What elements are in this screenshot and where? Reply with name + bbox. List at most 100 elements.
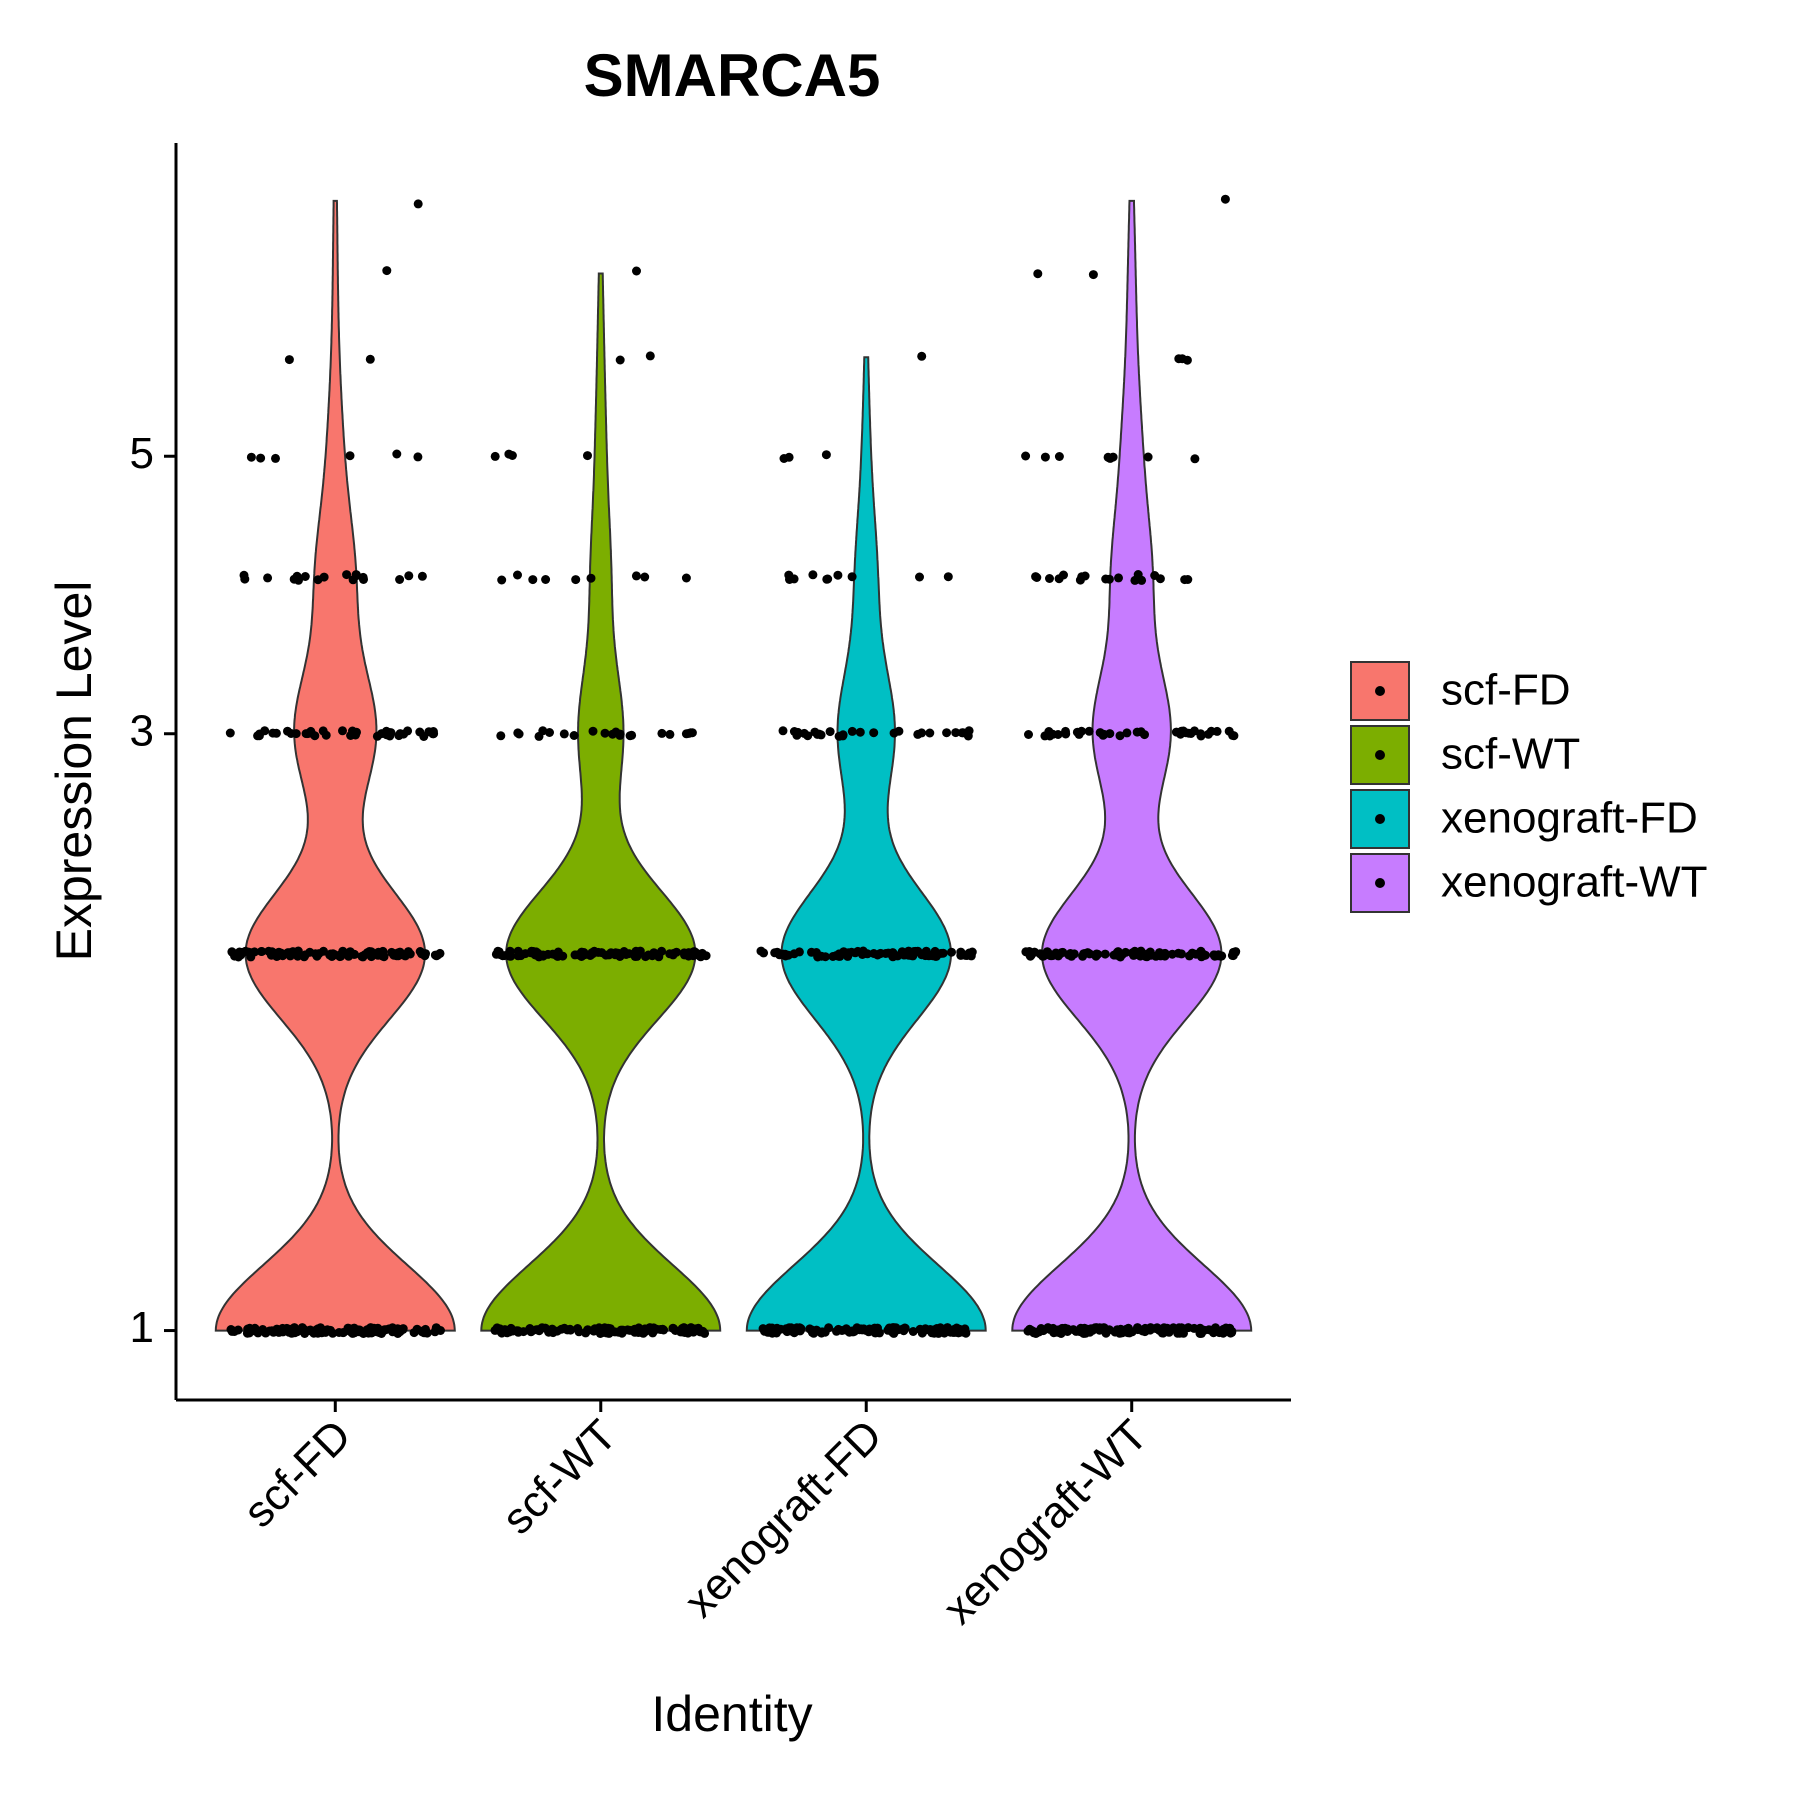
data-point (300, 950, 310, 960)
data-point (1101, 1328, 1111, 1338)
data-point (435, 948, 445, 958)
data-point (640, 572, 650, 582)
legend-key (1350, 725, 1410, 785)
data-point (833, 570, 843, 580)
data-point (625, 731, 635, 741)
data-point (513, 570, 522, 580)
data-point (260, 726, 270, 736)
data-point (823, 574, 833, 584)
data-point (541, 575, 551, 584)
data-point (906, 948, 916, 958)
data-point (569, 731, 579, 740)
data-point (1145, 1325, 1155, 1335)
data-point (855, 1325, 864, 1335)
data-point (1127, 948, 1137, 958)
legend-label: xenograft-FD (1441, 794, 1698, 843)
data-point (1176, 726, 1186, 736)
data-point (392, 449, 402, 459)
y-tick-label: 5 (130, 429, 154, 478)
data-point (417, 571, 427, 581)
legend-key-dot (1375, 686, 1385, 696)
data-point (1209, 950, 1219, 960)
data-point (404, 571, 414, 581)
data-point (837, 1326, 847, 1335)
data-point (925, 728, 935, 738)
violin (1011, 199, 1253, 1332)
data-point (372, 731, 382, 741)
data-point (1115, 731, 1125, 741)
data-point (657, 946, 667, 956)
data-point (593, 947, 603, 957)
data-point (931, 951, 941, 961)
data-point (1062, 1324, 1072, 1334)
data-point (951, 728, 961, 738)
data-point (1046, 951, 1056, 961)
data-point (947, 947, 956, 957)
data-point (1084, 726, 1094, 736)
data-point (657, 728, 667, 738)
data-point (956, 950, 966, 960)
data-point (816, 951, 826, 961)
data-point (338, 726, 347, 736)
data-point (490, 451, 500, 461)
data-point (504, 449, 514, 459)
data-point (889, 1323, 899, 1333)
legend-key-dot (1375, 750, 1385, 760)
data-point (228, 948, 238, 958)
data-point (796, 1324, 806, 1333)
data-point (853, 946, 863, 956)
data-point (538, 726, 548, 736)
data-point (1021, 947, 1031, 957)
data-point (514, 729, 524, 739)
data-point (229, 1327, 239, 1336)
data-point (807, 1328, 817, 1337)
data-point (571, 575, 581, 585)
data-point (821, 450, 831, 460)
data-point (415, 727, 425, 737)
x-tick-label: scf-FD (234, 1411, 360, 1537)
data-point (696, 1327, 705, 1337)
data-point (289, 1327, 299, 1337)
data-point (1197, 952, 1206, 962)
data-point (394, 731, 404, 741)
violin (214, 199, 456, 1332)
data-point (403, 726, 413, 736)
data-point (334, 1328, 344, 1337)
data-point (838, 731, 848, 741)
data-point (417, 1327, 427, 1337)
data-point (503, 950, 513, 960)
data-point (789, 727, 799, 736)
legend-key-dot (1375, 814, 1385, 824)
data-point (963, 731, 973, 741)
data-point (847, 1326, 857, 1336)
data-point (756, 946, 766, 956)
data-point (855, 727, 865, 737)
data-point (1133, 570, 1143, 579)
data-point (492, 1323, 502, 1333)
data-point (1199, 1325, 1209, 1335)
data-point (917, 351, 927, 361)
plot-area (214, 194, 1253, 1338)
data-point (1075, 575, 1085, 585)
data-point (588, 726, 598, 736)
data-point (818, 1327, 828, 1337)
violin (745, 356, 987, 1332)
x-tick-label: scf-WT (493, 1411, 626, 1544)
data-point (888, 948, 898, 958)
data-point (814, 729, 824, 739)
data-point (1067, 951, 1076, 961)
data-point (946, 1327, 955, 1337)
data-point (273, 951, 283, 961)
data-point (1150, 571, 1160, 580)
data-point (359, 575, 368, 584)
data-point (1136, 949, 1145, 959)
data-point (381, 726, 391, 736)
data-point (1045, 574, 1054, 583)
data-point (344, 951, 354, 961)
x-tick-label: xenograft-FD (675, 1411, 891, 1627)
data-point (366, 1328, 376, 1338)
data-point (966, 951, 976, 961)
data-point (825, 727, 835, 737)
data-point (345, 451, 355, 461)
